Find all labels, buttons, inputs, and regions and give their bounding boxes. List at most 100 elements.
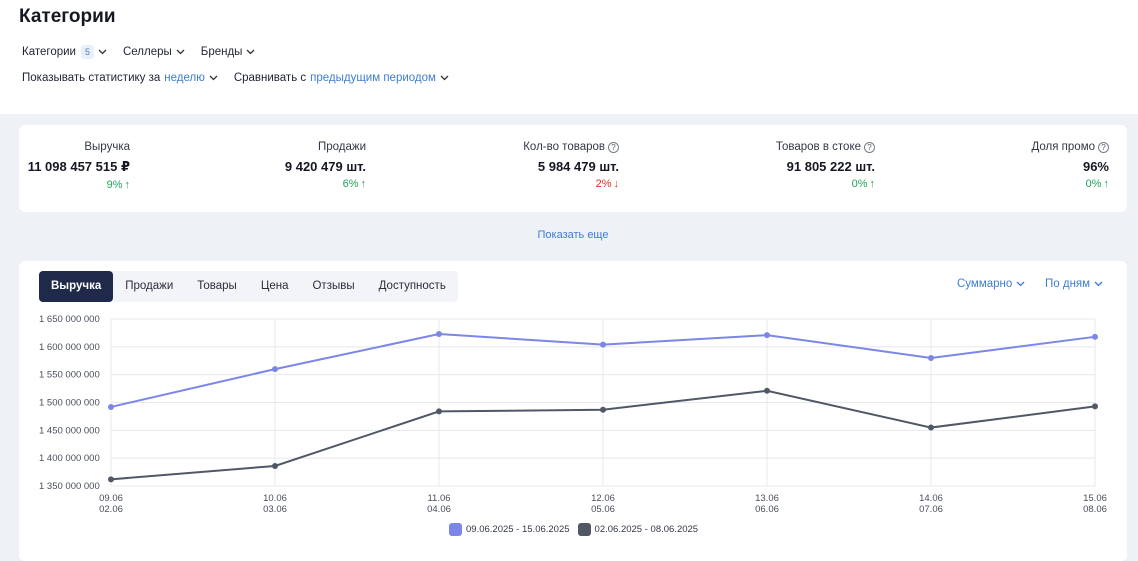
y-tick-label: 1 350 000 000 [39,481,100,492]
filter-sellers-label: Селлеры [122,46,172,58]
compare-prefix: Сравнивать с [233,72,307,84]
filter-sellers[interactable]: Селлеры [123,46,185,58]
categories-count-badge: 5 [80,45,94,59]
page-title: Категории [19,6,116,27]
chevron-down-icon [440,75,449,81]
y-tick-label: 1 450 000 000 [39,425,100,436]
tab-revenue[interactable]: Выручка [39,271,114,302]
y-tick-label: 1 650 000 000 [39,314,100,325]
legend-label: 09.06.2025 - 15.06.2025 [466,524,570,535]
data-point-previous [1092,403,1098,410]
chevron-down-icon [98,49,107,55]
data-point-current [272,366,278,373]
period-prefix: Показывать статистику за [22,72,161,84]
kpi-label: Выручка [84,141,130,153]
x-tick-label-previous: 07.06 [919,504,943,515]
y-tick-label: 1 600 000 000 [39,342,100,353]
compare-selector[interactable]: Сравнивать с предыдущим периодом [234,72,449,84]
kpi-value: 9 420 479 шт. [284,159,366,174]
chevron-down-icon [1094,281,1103,287]
filter-brands[interactable]: Бренды [201,46,256,58]
data-point-previous [108,476,114,483]
data-point-current [928,354,934,361]
x-tick-label-previous: 04.06 [427,504,451,515]
kpi-label: Доля промо [1031,141,1095,153]
help-icon[interactable]: ? [1098,141,1109,153]
data-point-previous [764,387,770,394]
arrow-up-icon: ↑ [1103,178,1110,190]
aggregate-label: Суммарно [957,278,1013,290]
chevron-down-icon [246,49,255,55]
legend-swatch [449,523,462,536]
help-icon[interactable]: ? [864,141,875,153]
legend-swatch [577,523,591,536]
kpi-delta: 0% ↑ [1085,178,1110,190]
kpi-label: Товаров в стоке [775,141,861,153]
tab-availability[interactable]: Доступность [378,280,446,292]
header-panel: Категории Категории 5 Селлеры Бренды Пок… [0,0,1138,114]
y-tick-label: 1 400 000 000 [39,453,100,464]
x-tick-label: 11.06 [427,493,450,504]
help-icon[interactable]: ? [608,141,619,153]
y-tick-label: 1 500 000 000 [39,398,100,409]
chevron-down-icon [209,75,218,81]
x-tick-label-previous: 08.06 [1083,504,1107,515]
compare-value-link[interactable]: предыдущим периодом [310,72,436,84]
data-point-previous [436,408,442,415]
kpi-delta: 6% ↑ [342,178,366,190]
kpi-label: Кол-во товаров [523,141,605,153]
kpi-revenue: Выручка 11 098 457 515 ₽ 9% ↑ [0,141,130,191]
data-point-current [1092,333,1098,340]
kpi-value: 5 984 479 шт. [537,159,619,174]
period-selector[interactable]: Показывать статистику за неделю [22,72,218,84]
data-point-current [600,341,606,348]
kpi-delta: 9% ↑ [106,179,131,191]
arrow-up-icon: ↑ [124,179,131,191]
x-tick-label: 13.06 [755,493,779,504]
filter-categories[interactable]: Категории 5 [22,45,107,59]
kpi-in-stock: Товаров в стоке? 91 805 222 шт. 0% ↑ [675,141,875,190]
filter-bar: Категории 5 Селлеры Бренды [22,45,255,59]
granularity-dropdown[interactable]: По дням [1045,278,1103,290]
legend-item-current[interactable]: 09.06.2025 - 15.06.2025 [449,523,570,536]
data-point-previous [600,406,606,413]
filter-brands-label: Бренды [200,46,243,58]
kpi-delta: 2% ↓ [595,178,619,190]
tab-items[interactable]: Товары [197,280,237,292]
tab-reviews[interactable]: Отзывы [312,280,355,292]
chevron-down-icon [176,49,185,55]
legend-label: 02.06.2025 - 08.06.2025 [594,524,699,535]
x-tick-label-previous: 05.06 [591,504,615,515]
kpi-value: 11 098 457 515 ₽ [27,159,130,174]
show-more-link[interactable]: Показать еще [537,229,609,241]
aggregate-dropdown[interactable]: Суммарно [957,278,1025,290]
tab-price[interactable]: Цена [260,280,289,292]
filter-categories-label: Категории [22,46,76,58]
x-tick-label: 09.06 [99,493,123,504]
revenue-line-chart: 1 350 000 000 1 400 000 000 1 450 000 000 1… [39,314,1107,515]
x-tick-label: 12.06 [591,493,615,504]
kpi-delta: 0% ↑ [851,178,876,190]
granularity-label: По дням [1045,278,1091,290]
x-tick-label: 14.06 [919,493,943,504]
tab-sales[interactable]: Продажи [125,280,174,292]
x-tick-label: 10.06 [263,493,287,504]
chart-card: Выручка Продажи Товары Цена Отзывы Досту… [19,261,1127,561]
kpi-card: Выручка 11 098 457 515 ₽ 9% ↑ Продажи 9 4… [19,125,1127,212]
data-point-previous [272,462,278,469]
data-point-current [108,403,114,410]
arrow-up-icon: ↑ [869,178,876,190]
x-tick-label-previous: 06.06 [755,504,779,515]
kpi-sales: Продажи 9 420 479 шт. 6% ↑ [166,141,366,190]
kpi-promo-share: Доля промо? 96% 0% ↑ [909,141,1109,190]
kpi-value: 96% [1082,159,1109,174]
x-tick-label-previous: 03.06 [263,504,287,515]
data-point-current [436,331,442,338]
legend-item-previous[interactable]: 02.06.2025 - 08.06.2025 [577,523,699,536]
period-value-link[interactable]: неделю [164,72,205,84]
data-point-current [764,332,770,339]
kpi-items-count: Кол-во товаров? 5 984 479 шт. 2% ↓ [419,141,619,190]
x-tick-label: 15.06 [1083,493,1107,504]
chevron-down-icon [1016,281,1025,287]
metric-tabs: Выручка Продажи Товары Цена Отзывы Досту… [39,271,458,302]
